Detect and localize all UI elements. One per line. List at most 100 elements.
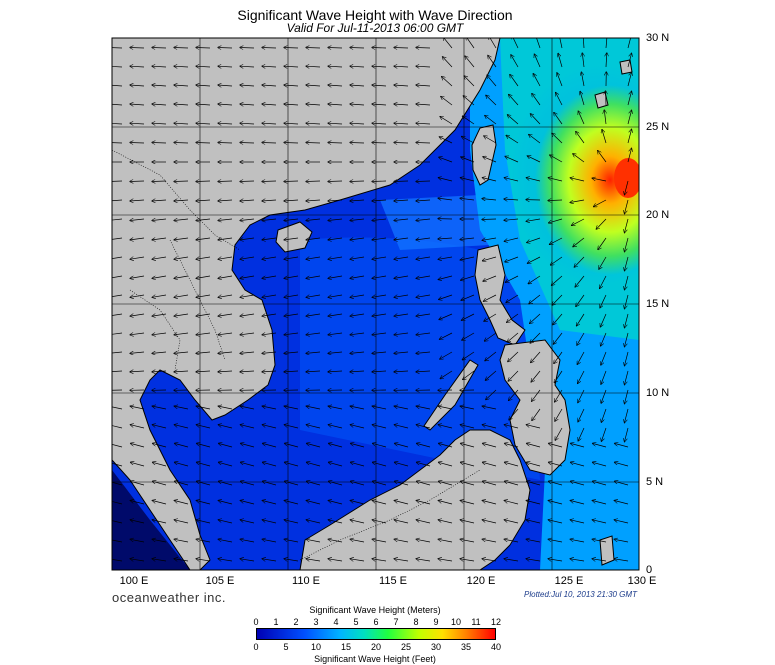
wave-direction-arrow: [394, 371, 409, 372]
wave-direction-arrow: [394, 48, 409, 49]
wave-direction-arrow: [196, 371, 211, 372]
wave-direction-arrow: [262, 219, 277, 221]
wave-direction-arrow: [350, 314, 365, 316]
wave-direction-arrow: [438, 238, 453, 239]
wave-direction-arrow: [625, 199, 629, 214]
wave-direction-arrow: [218, 352, 233, 353]
map-subtitle: Valid For Jul-11-2013 06:00 GMT: [286, 21, 464, 35]
storm-core: [535, 85, 639, 275]
wave-direction-arrow: [350, 501, 365, 505]
wave-direction-arrow: [529, 135, 541, 144]
wave-direction-arrow: [506, 135, 519, 144]
wave-direction-arrow: [152, 104, 167, 105]
wave-direction-arrow: [196, 314, 211, 316]
wave-direction-arrow: [152, 559, 167, 561]
wave-direction-arrow: [577, 332, 585, 345]
wave-direction-arrow: [601, 408, 607, 422]
wave-direction-arrow: [461, 275, 475, 280]
wave-direction-arrow: [262, 275, 277, 278]
wave-direction-arrow: [328, 48, 343, 49]
wave-direction-arrow: [328, 257, 343, 259]
wave-direction-arrow: [394, 425, 409, 429]
wave-direction-arrow: [482, 219, 497, 220]
wave-direction-arrow: [174, 275, 189, 278]
wave-direction-arrow: [196, 200, 211, 201]
wave-direction-arrow: [174, 48, 189, 49]
wave-direction-arrow: [416, 559, 431, 561]
wave-direction-arrow: [416, 48, 431, 49]
colorbar-meter-tick: 5: [353, 617, 359, 627]
wave-direction-arrow: [606, 91, 607, 106]
wave-direction-arrow: [394, 539, 409, 543]
wave-direction-arrow: [598, 151, 607, 163]
wave-direction-arrow: [328, 143, 343, 144]
wave-direction-arrow: [307, 462, 321, 467]
wave-direction-arrow: [482, 425, 497, 429]
colorbar-feet-tick: 15: [340, 642, 351, 652]
wave-direction-arrow: [604, 110, 606, 125]
wave-direction-arrow: [218, 275, 233, 278]
wave-direction-arrow: [284, 333, 299, 335]
wave-direction-arrow: [439, 462, 453, 467]
wave-direction-arrow: [306, 238, 321, 240]
wave-direction-arrow: [197, 443, 211, 448]
wave-direction-arrow: [592, 539, 607, 543]
wave-direction-arrow: [218, 333, 233, 335]
wave-direction-arrow: [486, 389, 497, 400]
wave-direction-arrow: [130, 104, 145, 105]
wave-direction-arrow: [416, 85, 431, 86]
wave-direction-arrow: [526, 425, 541, 429]
wave-direction-arrow: [601, 389, 607, 403]
wave-direction-arrow: [306, 200, 321, 201]
wave-direction-arrow: [174, 352, 189, 353]
wave-direction-arrow: [555, 389, 563, 402]
country-borders: [112, 149, 481, 561]
wave-direction-arrow: [328, 200, 343, 201]
wave-direction-arrow: [615, 462, 629, 467]
wave-direction-arrow: [509, 408, 519, 420]
wave-direction-arrow: [306, 406, 321, 410]
wave-direction-arrow: [174, 85, 189, 86]
wave-direction-arrow: [463, 96, 475, 106]
wave-direction-arrow: [306, 314, 321, 316]
wave-direction-arrow: [372, 181, 387, 182]
wave-direction-arrow: [461, 443, 475, 448]
wave-direction-arrow: [218, 219, 233, 221]
wave-direction-arrow: [350, 425, 365, 429]
wave-direction-arrow: [462, 137, 475, 144]
wave-direction-arrow: [174, 219, 189, 221]
wave-direction-arrow: [328, 275, 343, 278]
wave-direction-arrow: [328, 66, 343, 67]
wave-direction-arrow: [482, 199, 497, 200]
colorbar-meter-tick: 10: [450, 617, 461, 627]
wave-direction-arrow: [152, 501, 167, 505]
wave-direction-arrow: [504, 425, 519, 429]
wave-direction-arrow: [554, 113, 563, 125]
wave-direction-arrow: [152, 275, 167, 278]
wave-direction-arrow: [351, 462, 365, 467]
colorbar-feet-tick: 35: [460, 642, 471, 652]
wave-direction-arrow: [218, 539, 233, 543]
wave-direction-arrow: [548, 559, 563, 561]
wave-direction-arrow: [284, 257, 299, 259]
wave-direction-arrow: [306, 501, 321, 505]
wave-direction-arrow: [530, 114, 541, 125]
wave-direction-arrow: [262, 314, 277, 316]
wave-direction-arrow: [131, 443, 145, 448]
wave-direction-arrow: [625, 408, 629, 423]
wave-direction-arrow: [240, 200, 255, 201]
wave-direction-arrow: [600, 294, 607, 308]
wave-direction-arrow: [373, 462, 387, 467]
wave-direction-arrow: [582, 53, 584, 68]
wave-direction-arrow: [483, 462, 497, 467]
wave-direction-arrow: [152, 295, 167, 297]
colorbar-meter-tick: 8: [413, 617, 419, 627]
wave-direction-arrow: [174, 559, 189, 561]
wave-direction-arrow: [625, 427, 629, 442]
wave-direction-arrow: [112, 539, 123, 543]
wave-direction-arrow: [627, 38, 632, 49]
wave-direction-arrow: [483, 157, 497, 163]
wave-direction-arrow: [576, 132, 585, 144]
wave-direction-arrow: [416, 257, 431, 259]
wave-direction-arrow: [533, 74, 541, 87]
